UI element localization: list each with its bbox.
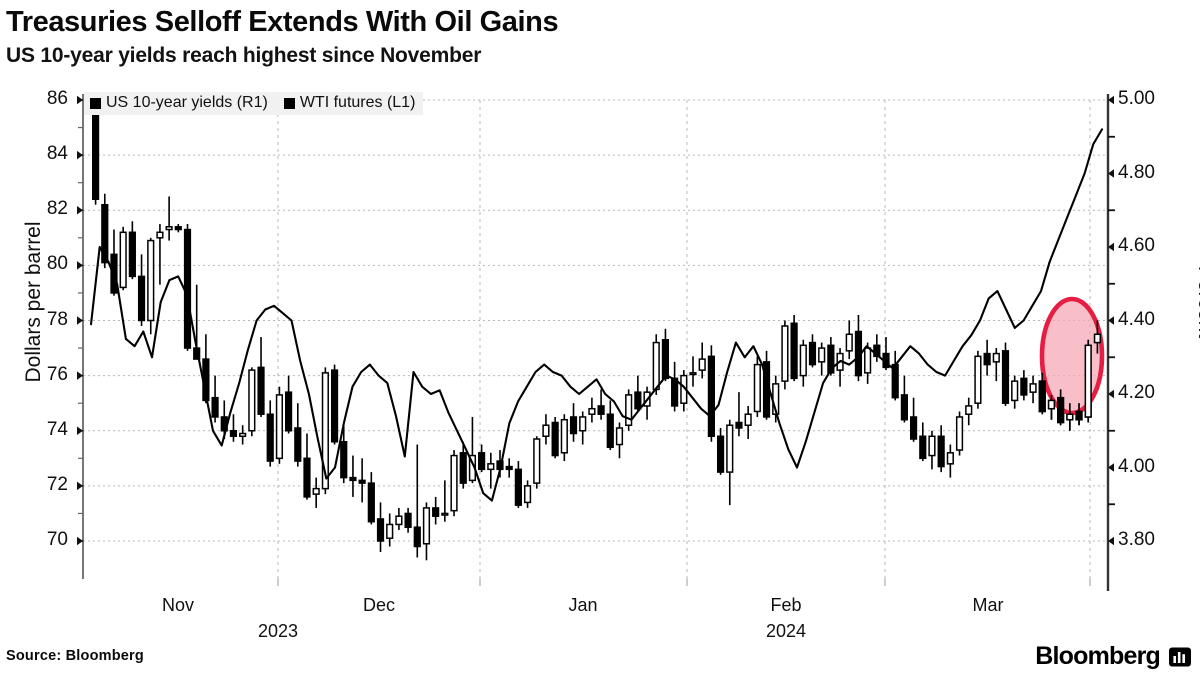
legend-item-label: US 10-year yields (R1) [106, 94, 268, 111]
y-axis-left-tick: 86 [46, 88, 68, 109]
legend-item-label: WTI futures (L1) [299, 94, 416, 111]
us-10y-yield-line-series [89, 128, 1104, 502]
y-axis-left-tick: 72 [46, 473, 68, 495]
legend-item[interactable]: US 10-year yields (R1) [90, 94, 268, 112]
bloomberg-terminal-icon [1169, 647, 1191, 666]
source-note: Source: Bloomberg [6, 648, 144, 664]
chart-legend: US 10-year yields (R1) WTI futures (L1) [84, 92, 424, 115]
y-axis-right-tick: 5.00 [1118, 88, 1155, 109]
y-axis-right-tick: 4.40 [1118, 308, 1155, 330]
page-subtitle: US 10-year yields reach highest since No… [6, 44, 482, 67]
x-axis-year-label: 2024 [765, 621, 807, 641]
annotation-layer [1038, 296, 1105, 431]
x-axis-tick: Nov [161, 595, 194, 615]
x-axis-tick: Feb [770, 595, 802, 615]
y-axis-left-tick: 80 [46, 253, 68, 275]
y-axis-right-tick: 4.20 [1118, 382, 1155, 403]
brand-wordmark: Bloomberg [1035, 642, 1161, 670]
y-axis-right-tick: 3.80 [1118, 529, 1155, 550]
y-axis-right-tick: 4.60 [1118, 235, 1155, 256]
y-axis-left-tick: 84 [46, 143, 68, 165]
bloomberg-brand: Bloomberg [1035, 644, 1192, 669]
y-axis-left-tick: 78 [46, 308, 68, 330]
y-axis-left-tick: 76 [46, 363, 68, 385]
x-axis-tick: Dec [362, 595, 395, 615]
y-axis-right-tick: 4.00 [1118, 455, 1155, 477]
x-axis-tick: Jan [568, 595, 598, 615]
gridlines [83, 99, 1108, 579]
legend-swatch-icon [283, 97, 295, 109]
x-axis-tick: Mar [972, 595, 1004, 615]
wti-futures-candlestick-series [91, 94, 1102, 561]
y-axis-left-tick: 70 [46, 529, 68, 550]
y-axis-left-tick: 74 [46, 418, 68, 440]
legend-item[interactable]: WTI futures (L1) [283, 94, 416, 112]
x-axis-year-label: 2023 [257, 621, 299, 641]
page-title: Treasuries Selloff Extends With Oil Gain… [6, 6, 559, 38]
y-axis-left-tick: 82 [46, 198, 68, 220]
y-axis-right-tick: 4.80 [1118, 161, 1155, 183]
legend-swatch-icon [90, 97, 101, 109]
axis-lines-and-ticks [77, 94, 1115, 591]
